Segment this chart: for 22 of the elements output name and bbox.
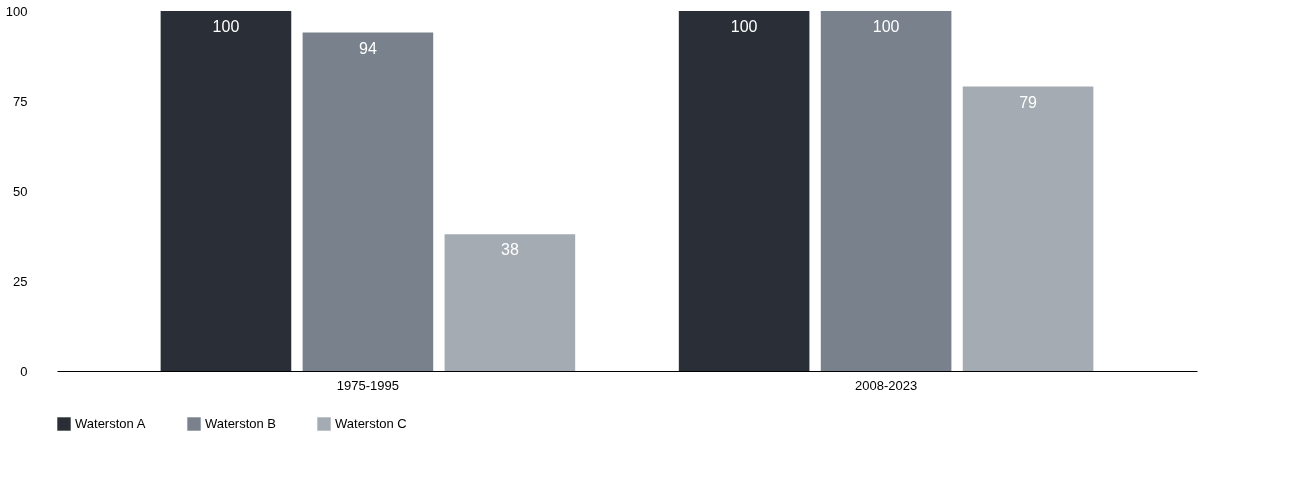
bar (678, 11, 810, 371)
data-label: 79 (1019, 93, 1038, 111)
data-label: 94 (359, 39, 377, 57)
data-label: 38 (500, 241, 519, 259)
legend-label: Waterston B (205, 416, 277, 431)
bar (962, 86, 1094, 371)
x-tick-label: 1975-1995 (336, 377, 399, 393)
y-tick-label: 100 (5, 3, 28, 19)
bar (444, 234, 576, 371)
data-label: 100 (212, 18, 240, 35)
bar (302, 32, 434, 371)
y-tick-label: 50 (13, 183, 28, 199)
data-label: 100 (872, 18, 900, 35)
bar (160, 11, 292, 371)
x-tick-label: 2008-2023 (855, 377, 918, 393)
bar (820, 11, 952, 371)
y-tick-label: 0 (20, 363, 28, 379)
legend-label: Waterston A (75, 416, 146, 431)
legend-label: Waterston C (335, 416, 407, 431)
data-label: 100 (730, 18, 758, 35)
y-tick-label: 25 (13, 273, 28, 289)
y-tick-label: 75 (13, 93, 28, 109)
